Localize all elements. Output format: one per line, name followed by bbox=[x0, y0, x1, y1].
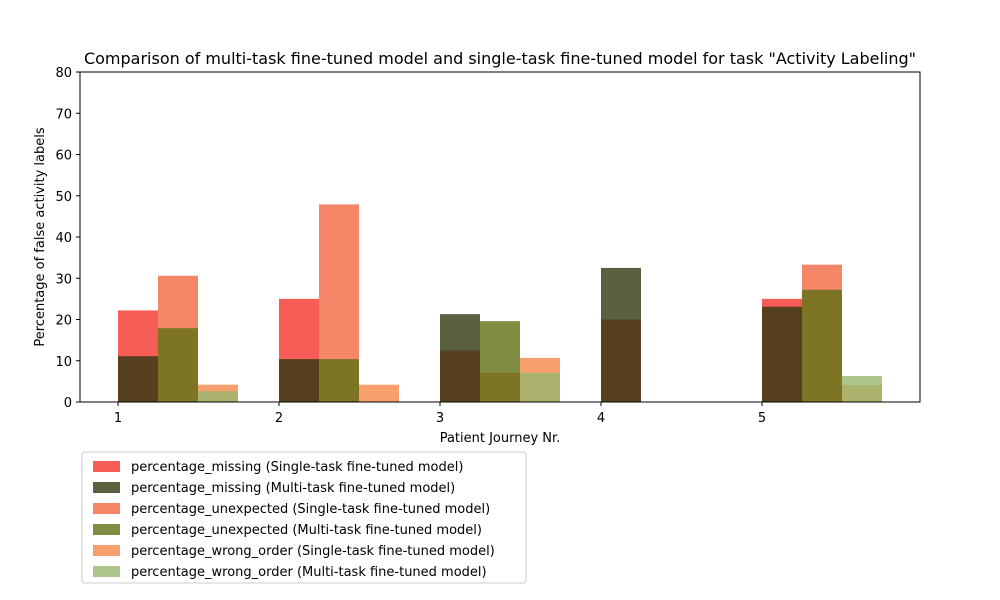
bar-missing-multi-3 bbox=[440, 314, 480, 402]
y-tick-label: 80 bbox=[55, 66, 72, 81]
y-axis: 0 10 20 30 40 50 60 70 80 bbox=[55, 66, 80, 411]
y-tick-label: 20 bbox=[55, 314, 72, 329]
legend-swatch bbox=[93, 545, 120, 556]
legend-frame bbox=[81, 451, 527, 584]
legend-entry-label: percentage_missing (Single-task fine-tun… bbox=[131, 460, 463, 475]
legend-entry-label: percentage_wrong_order (Single-task fine… bbox=[131, 544, 495, 559]
y-tick-label: 30 bbox=[55, 272, 72, 287]
bar-wrong_order-multi-3 bbox=[520, 372, 560, 402]
legend-entry-label: percentage_unexpected (Single-task fine-… bbox=[131, 502, 490, 517]
legend-entry-label: percentage_wrong_order (Multi-task fine-… bbox=[131, 565, 487, 580]
x-tick-label: 4 bbox=[597, 411, 605, 426]
bar-wrong_order-multi-5 bbox=[842, 376, 882, 402]
bar-unexpected-multi-1 bbox=[158, 328, 198, 402]
x-tick-label: 1 bbox=[114, 411, 122, 426]
bar-unexpected-multi-3 bbox=[480, 321, 520, 402]
legend-entry-label: percentage_missing (Multi-task fine-tune… bbox=[131, 481, 455, 496]
y-tick-label: 40 bbox=[55, 231, 72, 246]
legend: percentage_missing (Single-task fine-tun… bbox=[81, 451, 527, 584]
y-tick-label: 10 bbox=[55, 355, 72, 370]
bars-layer bbox=[118, 204, 882, 402]
x-tick-label: 5 bbox=[758, 411, 766, 426]
chart-title: Comparison of multi-task fine-tuned mode… bbox=[84, 49, 916, 68]
legend-swatch bbox=[93, 524, 120, 535]
bar-missing-multi-1 bbox=[118, 356, 158, 402]
x-axis-label: Patient Journey Nr. bbox=[440, 431, 561, 446]
y-tick-label: 0 bbox=[64, 396, 72, 411]
y-tick-label: 50 bbox=[55, 190, 72, 205]
bar-missing-multi-2 bbox=[279, 359, 319, 402]
legend-swatch bbox=[93, 503, 120, 514]
legend-swatch bbox=[93, 461, 120, 472]
legend-swatch bbox=[93, 482, 120, 493]
y-tick-label: 70 bbox=[55, 107, 72, 122]
bar-missing-multi-5 bbox=[762, 306, 802, 402]
bar-unexpected-multi-2 bbox=[319, 359, 359, 402]
bar-missing-multi-4 bbox=[601, 267, 641, 402]
y-axis-label: Percentage of false activity labels bbox=[33, 127, 48, 346]
x-tick-label: 2 bbox=[275, 411, 283, 426]
bar-wrong_order-single-2 bbox=[359, 384, 399, 402]
x-tick-label: 3 bbox=[436, 411, 444, 426]
legend-entry-label: percentage_unexpected (Multi-task fine-t… bbox=[131, 523, 482, 538]
legend-swatch bbox=[93, 566, 120, 577]
bar-wrong_order-multi-1 bbox=[198, 391, 238, 402]
x-axis: 1 2 3 4 5 bbox=[114, 402, 766, 426]
y-tick-label: 60 bbox=[55, 149, 72, 164]
bar-unexpected-multi-5 bbox=[802, 289, 842, 402]
